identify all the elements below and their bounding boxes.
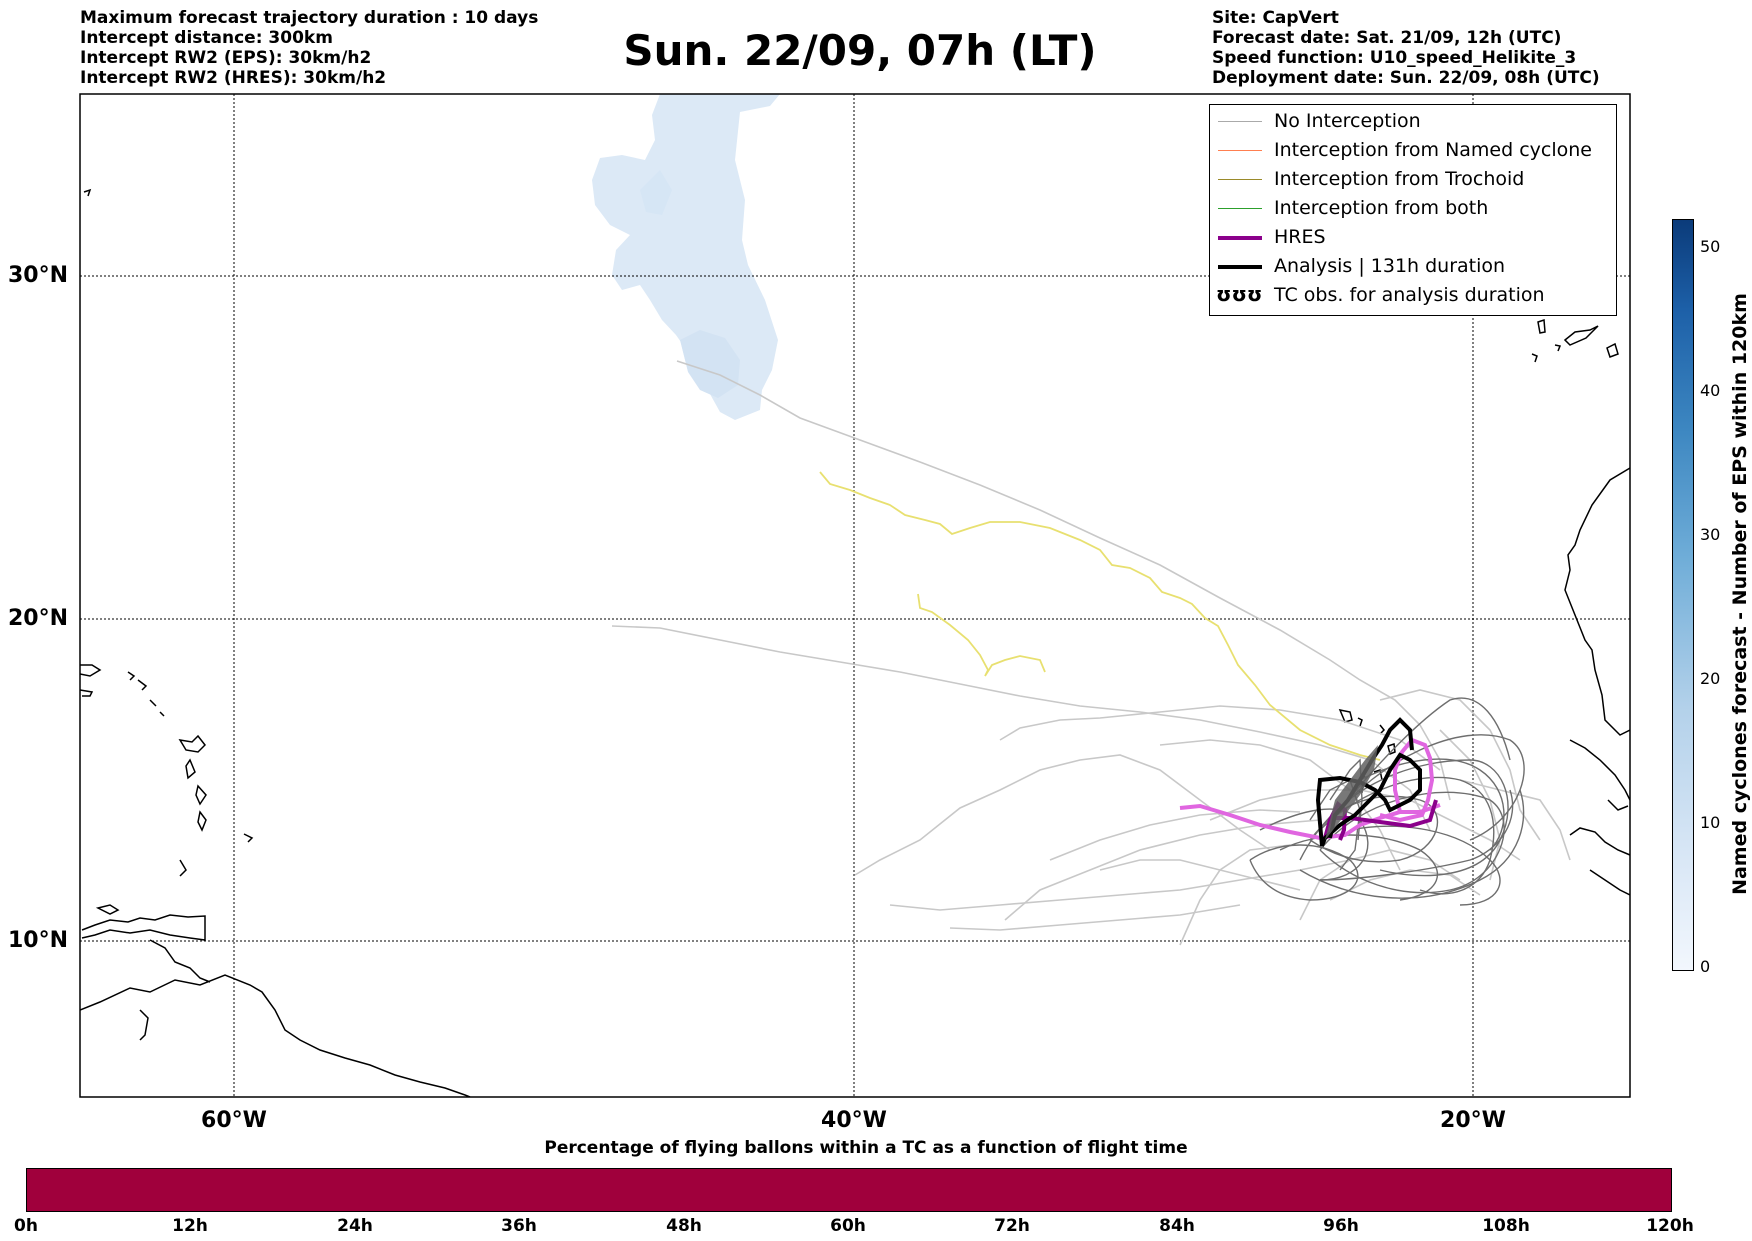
colorbar-tick-20: 20 [1700, 669, 1721, 688]
legend-item-no-interception: No Interception [1210, 110, 1616, 134]
legend-item-analysis: Analysis | 131h duration [1210, 255, 1616, 279]
page-title: Sun. 22/09, 07h (LT) [623, 26, 1097, 75]
flight-time-tick-60h: 60h [830, 1216, 866, 1236]
site-parameters: Site: CapVert Forecast date: Sat. 21/09,… [1212, 8, 1600, 88]
flight-time-tick-36h: 36h [501, 1216, 537, 1236]
coastlines [80, 188, 1630, 1097]
flight-time-tick-120h: 120h [1646, 1216, 1694, 1236]
lon-label-20w: 20°W [1440, 1108, 1506, 1133]
legend-label: Interception from both [1274, 197, 1489, 219]
lon-label-40w: 40°W [821, 1108, 887, 1133]
legend-item-both: Interception from both [1210, 197, 1616, 221]
map-legend: No Interception Interception from Named … [1209, 104, 1617, 316]
flight-time-tick-84h: 84h [1159, 1216, 1195, 1236]
cyclone-density-field [592, 94, 780, 420]
legend-label: HRES [1274, 226, 1326, 248]
yellow-tracks [819, 471, 1381, 761]
eps-colorbar [1672, 219, 1694, 971]
legend-label: Analysis | 131h duration [1274, 255, 1506, 277]
flight-time-bar-title: Percentage of flying ballons within a TC… [544, 1138, 1188, 1158]
lat-label-20n: 20°N [8, 606, 69, 631]
legend-line-named-cyclone [1218, 150, 1262, 151]
colorbar-tick-10: 10 [1700, 813, 1721, 832]
flight-time-tick-96h: 96h [1323, 1216, 1359, 1236]
flight-time-tick-108h: 108h [1482, 1216, 1530, 1236]
flight-time-tick-72h: 72h [994, 1216, 1030, 1236]
legend-line-both [1218, 208, 1262, 209]
lat-label-10n: 10°N [8, 928, 69, 953]
legend-line-no-interception [1218, 121, 1262, 122]
flight-time-tick-0h: 0h [14, 1216, 38, 1236]
map-gridlines [80, 94, 1630, 1097]
flight-time-bar [26, 1168, 1672, 1212]
legend-label: TC obs. for analysis duration [1274, 284, 1545, 306]
flight-time-tick-24h: 24h [337, 1216, 373, 1236]
flight-time-tick-12h: 12h [172, 1216, 208, 1236]
colorbar-tick-0: 0 [1700, 957, 1711, 976]
hres-tracks [1179, 737, 1441, 841]
lat-label-30n: 30°N [8, 263, 69, 288]
legend-label: No Interception [1274, 110, 1421, 132]
lon-label-60w: 60°W [201, 1108, 267, 1133]
no-interception-tracks [611, 360, 1571, 946]
info-line-site: Site: CapVert [1212, 8, 1339, 28]
legend-line-hres [1218, 236, 1262, 240]
flight-time-tick-48h: 48h [666, 1216, 702, 1236]
legend-item-hres: HRES [1210, 226, 1616, 250]
legend-item-trochoid: Interception from Trochoid [1210, 168, 1616, 192]
legend-line-analysis [1218, 265, 1262, 269]
info-line-distance: Intercept distance: 300km [80, 28, 333, 48]
info-line-deployment-date: Deployment date: Sun. 22/09, 08h (UTC) [1212, 68, 1600, 88]
map-frame [79, 93, 1631, 1098]
legend-item-named-cyclone: Interception from Named cyclone [1210, 139, 1616, 163]
forecast-parameters: Maximum forecast trajectory duration : 1… [80, 8, 538, 88]
info-line-forecast-date: Forecast date: Sat. 21/09, 12h (UTC) [1212, 28, 1562, 48]
info-line-rw2-hres: Intercept RW2 (HRES): 30km/h2 [80, 68, 387, 88]
analysis-fan [1325, 745, 1378, 840]
legend-line-trochoid [1218, 179, 1262, 180]
info-line-duration: Maximum forecast trajectory duration : 1… [80, 8, 539, 28]
info-line-speed-function: Speed function: U10_speed_Helikite_3 [1212, 48, 1577, 68]
eps-colorbar-label: Named cyclones forecast - Number of EPS … [1729, 293, 1751, 895]
info-line-rw2-eps: Intercept RW2 (EPS): 30km/h2 [80, 48, 372, 68]
colorbar-tick-50: 50 [1700, 237, 1721, 256]
colorbar-tick-30: 30 [1700, 525, 1721, 544]
legend-item-tc-obs: ʊʊʊ TC obs. for analysis duration [1210, 282, 1616, 308]
tc-symbol-icon: ʊʊʊ [1216, 282, 1263, 306]
legend-label: Interception from Trochoid [1274, 168, 1525, 190]
colorbar-tick-40: 40 [1700, 381, 1721, 400]
legend-label: Interception from Named cyclone [1274, 139, 1592, 161]
